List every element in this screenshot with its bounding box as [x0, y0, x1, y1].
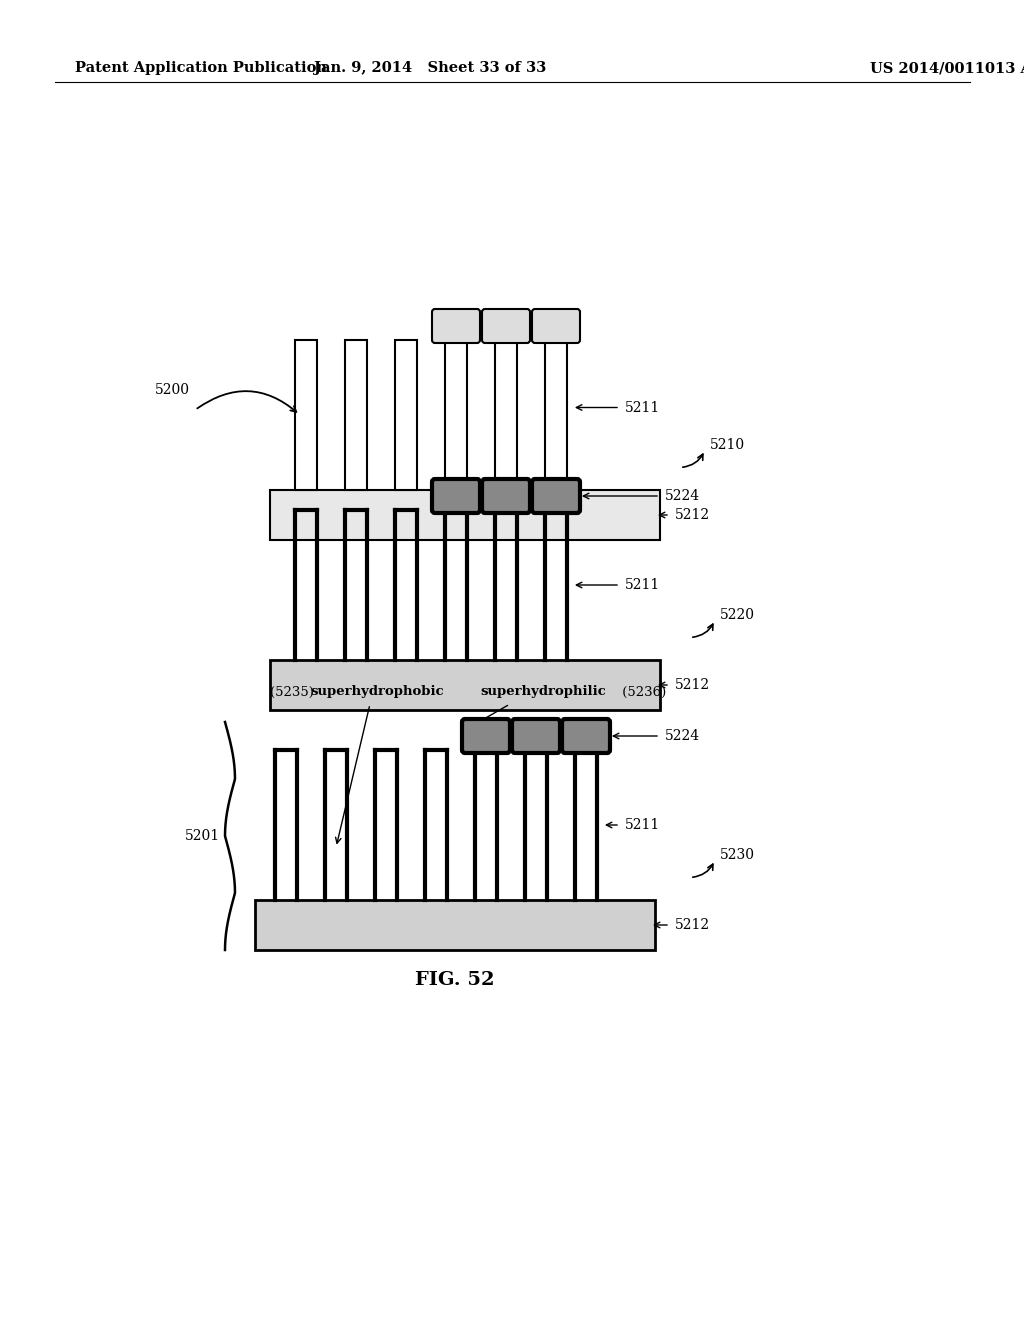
Bar — [395, 341, 417, 490]
Text: 5230: 5230 — [720, 847, 755, 862]
Text: 5200: 5200 — [155, 383, 190, 397]
FancyBboxPatch shape — [532, 309, 580, 343]
Text: 5211: 5211 — [625, 578, 660, 591]
FancyBboxPatch shape — [432, 479, 480, 513]
FancyBboxPatch shape — [532, 479, 580, 513]
Text: 5211: 5211 — [625, 818, 660, 832]
Text: superhydrophobic: superhydrophobic — [310, 685, 443, 698]
FancyBboxPatch shape — [562, 719, 610, 752]
Text: FIG. 52: FIG. 52 — [416, 972, 495, 989]
FancyBboxPatch shape — [462, 719, 510, 752]
Text: 5201: 5201 — [185, 829, 220, 843]
FancyBboxPatch shape — [512, 719, 560, 752]
Bar — [270, 660, 660, 710]
Text: (5235): (5235) — [270, 685, 318, 698]
Text: 5212: 5212 — [675, 917, 710, 932]
Bar — [295, 341, 317, 490]
Text: US 2014/0011013 A1: US 2014/0011013 A1 — [870, 61, 1024, 75]
Text: 5212: 5212 — [675, 678, 710, 692]
Text: 5212: 5212 — [675, 508, 710, 521]
Text: 5210: 5210 — [710, 438, 745, 451]
FancyBboxPatch shape — [432, 309, 480, 343]
FancyBboxPatch shape — [482, 309, 530, 343]
Bar — [345, 341, 367, 490]
Text: Jan. 9, 2014   Sheet 33 of 33: Jan. 9, 2014 Sheet 33 of 33 — [314, 61, 546, 75]
Bar — [270, 490, 660, 540]
Text: 5220: 5220 — [720, 609, 755, 622]
FancyBboxPatch shape — [482, 479, 530, 513]
Text: (5236): (5236) — [618, 685, 667, 698]
Text: Patent Application Publication: Patent Application Publication — [75, 61, 327, 75]
Bar — [545, 341, 567, 490]
Bar — [495, 341, 517, 490]
Text: 5224: 5224 — [665, 729, 700, 743]
Text: 5224: 5224 — [665, 488, 700, 503]
Bar — [445, 341, 467, 490]
Text: 5211: 5211 — [625, 400, 660, 414]
Text: superhydrophilic: superhydrophilic — [480, 685, 606, 698]
Bar — [255, 900, 655, 950]
